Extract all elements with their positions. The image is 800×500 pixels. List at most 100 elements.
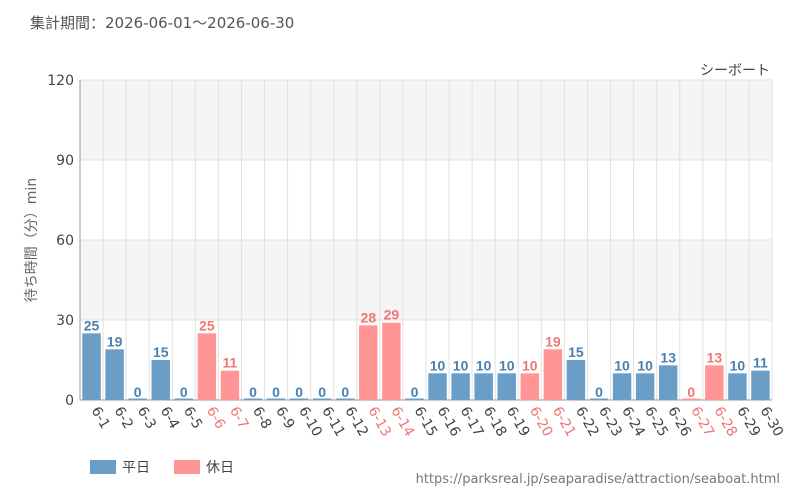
x-tick-label: 6-8	[249, 404, 274, 432]
x-tick-label: 6-15	[411, 404, 441, 440]
x-tick-labels: 6-16-26-36-46-56-66-76-86-96-106-116-12 6…	[88, 404, 787, 440]
value-label: 25	[199, 317, 215, 333]
y-tick-label: 30	[56, 313, 74, 329]
bar-6-4	[151, 360, 170, 400]
x-tick-label: 6-6	[203, 404, 228, 432]
bar-6-7	[220, 370, 240, 400]
legend-label-holiday: 休日	[206, 460, 234, 476]
value-label: 28	[361, 309, 377, 325]
x-tick-label: 6-27	[687, 404, 717, 440]
value-label: 0	[687, 384, 695, 400]
value-label: 0	[249, 384, 257, 400]
x-tick-label: 6-2	[111, 404, 136, 432]
value-label: 0	[411, 384, 419, 400]
bar-6-8	[243, 398, 263, 400]
x-tick-label: 6-11	[318, 404, 348, 440]
y-tick-label: 90	[56, 153, 74, 169]
x-tick-label: 6-4	[157, 404, 182, 432]
value-label: 0	[134, 384, 142, 400]
legend-swatch-holiday	[174, 460, 200, 474]
bar-6-10	[289, 398, 309, 400]
bar-6-12	[336, 398, 355, 400]
bar-6-13	[359, 325, 378, 400]
bar-6-1	[82, 333, 101, 400]
x-tick-label: 6-23	[595, 404, 625, 440]
x-tick-label: 6-14	[387, 404, 417, 440]
value-label: 15	[568, 344, 584, 360]
bar-6-22	[566, 360, 586, 400]
bar-6-15	[405, 398, 424, 400]
y-tick-label: 60	[56, 233, 74, 249]
value-label: 0	[180, 384, 188, 400]
value-label: 0	[295, 384, 303, 400]
bar-6-17	[451, 373, 470, 400]
x-tick-label: 6-22	[572, 404, 602, 440]
value-label: 25	[84, 317, 100, 333]
bar-6-11	[312, 398, 332, 400]
bars	[82, 322, 770, 400]
value-label: 10	[522, 357, 538, 373]
x-tick-label: 6-16	[434, 404, 464, 440]
value-label: 15	[153, 344, 169, 360]
y-tick-label: 120	[47, 73, 74, 89]
x-tick-label: 6-17	[457, 404, 487, 440]
period-label: 集計期間：2026-06-01～2026-06-30	[30, 14, 295, 32]
x-tick-label: 6-1	[88, 404, 113, 432]
bar-6-5	[174, 398, 194, 400]
value-label: 0	[272, 384, 280, 400]
bar-6-26	[658, 365, 678, 400]
legend-swatch-weekday	[90, 460, 116, 474]
y-tick-label: 0	[65, 393, 74, 409]
bar-6-16	[428, 373, 447, 400]
value-label: 0	[318, 384, 326, 400]
x-tick-label: 6-7	[226, 404, 251, 432]
legend: 平日 休日	[90, 460, 234, 476]
value-label: 11	[223, 355, 238, 371]
bar-6-21	[543, 349, 563, 400]
bar-6-14	[382, 322, 401, 400]
x-tick-label: 6-29	[733, 404, 763, 440]
x-tick-label: 6-3	[134, 404, 159, 432]
y-tick-labels: 0 30 60 90 120	[47, 73, 74, 409]
x-tick-label: 6-30	[757, 404, 787, 440]
bar-6-18	[474, 373, 493, 400]
bar-6-6	[197, 333, 217, 400]
value-label: 0	[595, 384, 603, 400]
value-label: 19	[545, 333, 561, 349]
bar-6-9	[266, 398, 286, 400]
x-tick-label: 6-21	[549, 404, 579, 440]
bar-6-19	[497, 373, 516, 400]
value-label: 10	[730, 357, 746, 373]
bar-6-20	[520, 373, 540, 400]
x-tick-label: 6-25	[641, 404, 671, 440]
value-label: 10	[614, 357, 630, 373]
x-tick-label: 6-24	[618, 404, 648, 440]
value-label: 19	[107, 333, 123, 349]
value-label: 10	[499, 357, 515, 373]
chart-title: シーボート	[700, 62, 770, 78]
value-label: 13	[660, 349, 676, 365]
bar-6-23	[589, 398, 609, 400]
value-label: 10	[637, 357, 653, 373]
x-tick-label: 6-12	[341, 404, 371, 440]
source-url: https://parksreal.jp/seaparadise/attract…	[415, 472, 780, 487]
bar-6-29	[728, 373, 747, 400]
bar-6-24	[612, 373, 632, 400]
x-tick-label: 6-26	[664, 404, 694, 440]
x-tick-label: 6-28	[710, 404, 740, 440]
value-label: 29	[384, 307, 400, 323]
legend-label-weekday: 平日	[122, 460, 150, 476]
value-label: 13	[707, 349, 723, 365]
y-axis-label: 待ち時間（分）min	[24, 178, 40, 302]
value-label: 10	[476, 357, 492, 373]
x-tick-label: 6-10	[295, 404, 325, 440]
value-label: 11	[753, 355, 768, 371]
gridlines	[79, 79, 773, 401]
value-label: 0	[341, 384, 349, 400]
x-tick-label: 6-20	[526, 404, 556, 440]
x-tick-label: 6-9	[272, 404, 297, 432]
bar-6-25	[635, 373, 655, 400]
x-tick-label: 6-5	[180, 404, 205, 432]
